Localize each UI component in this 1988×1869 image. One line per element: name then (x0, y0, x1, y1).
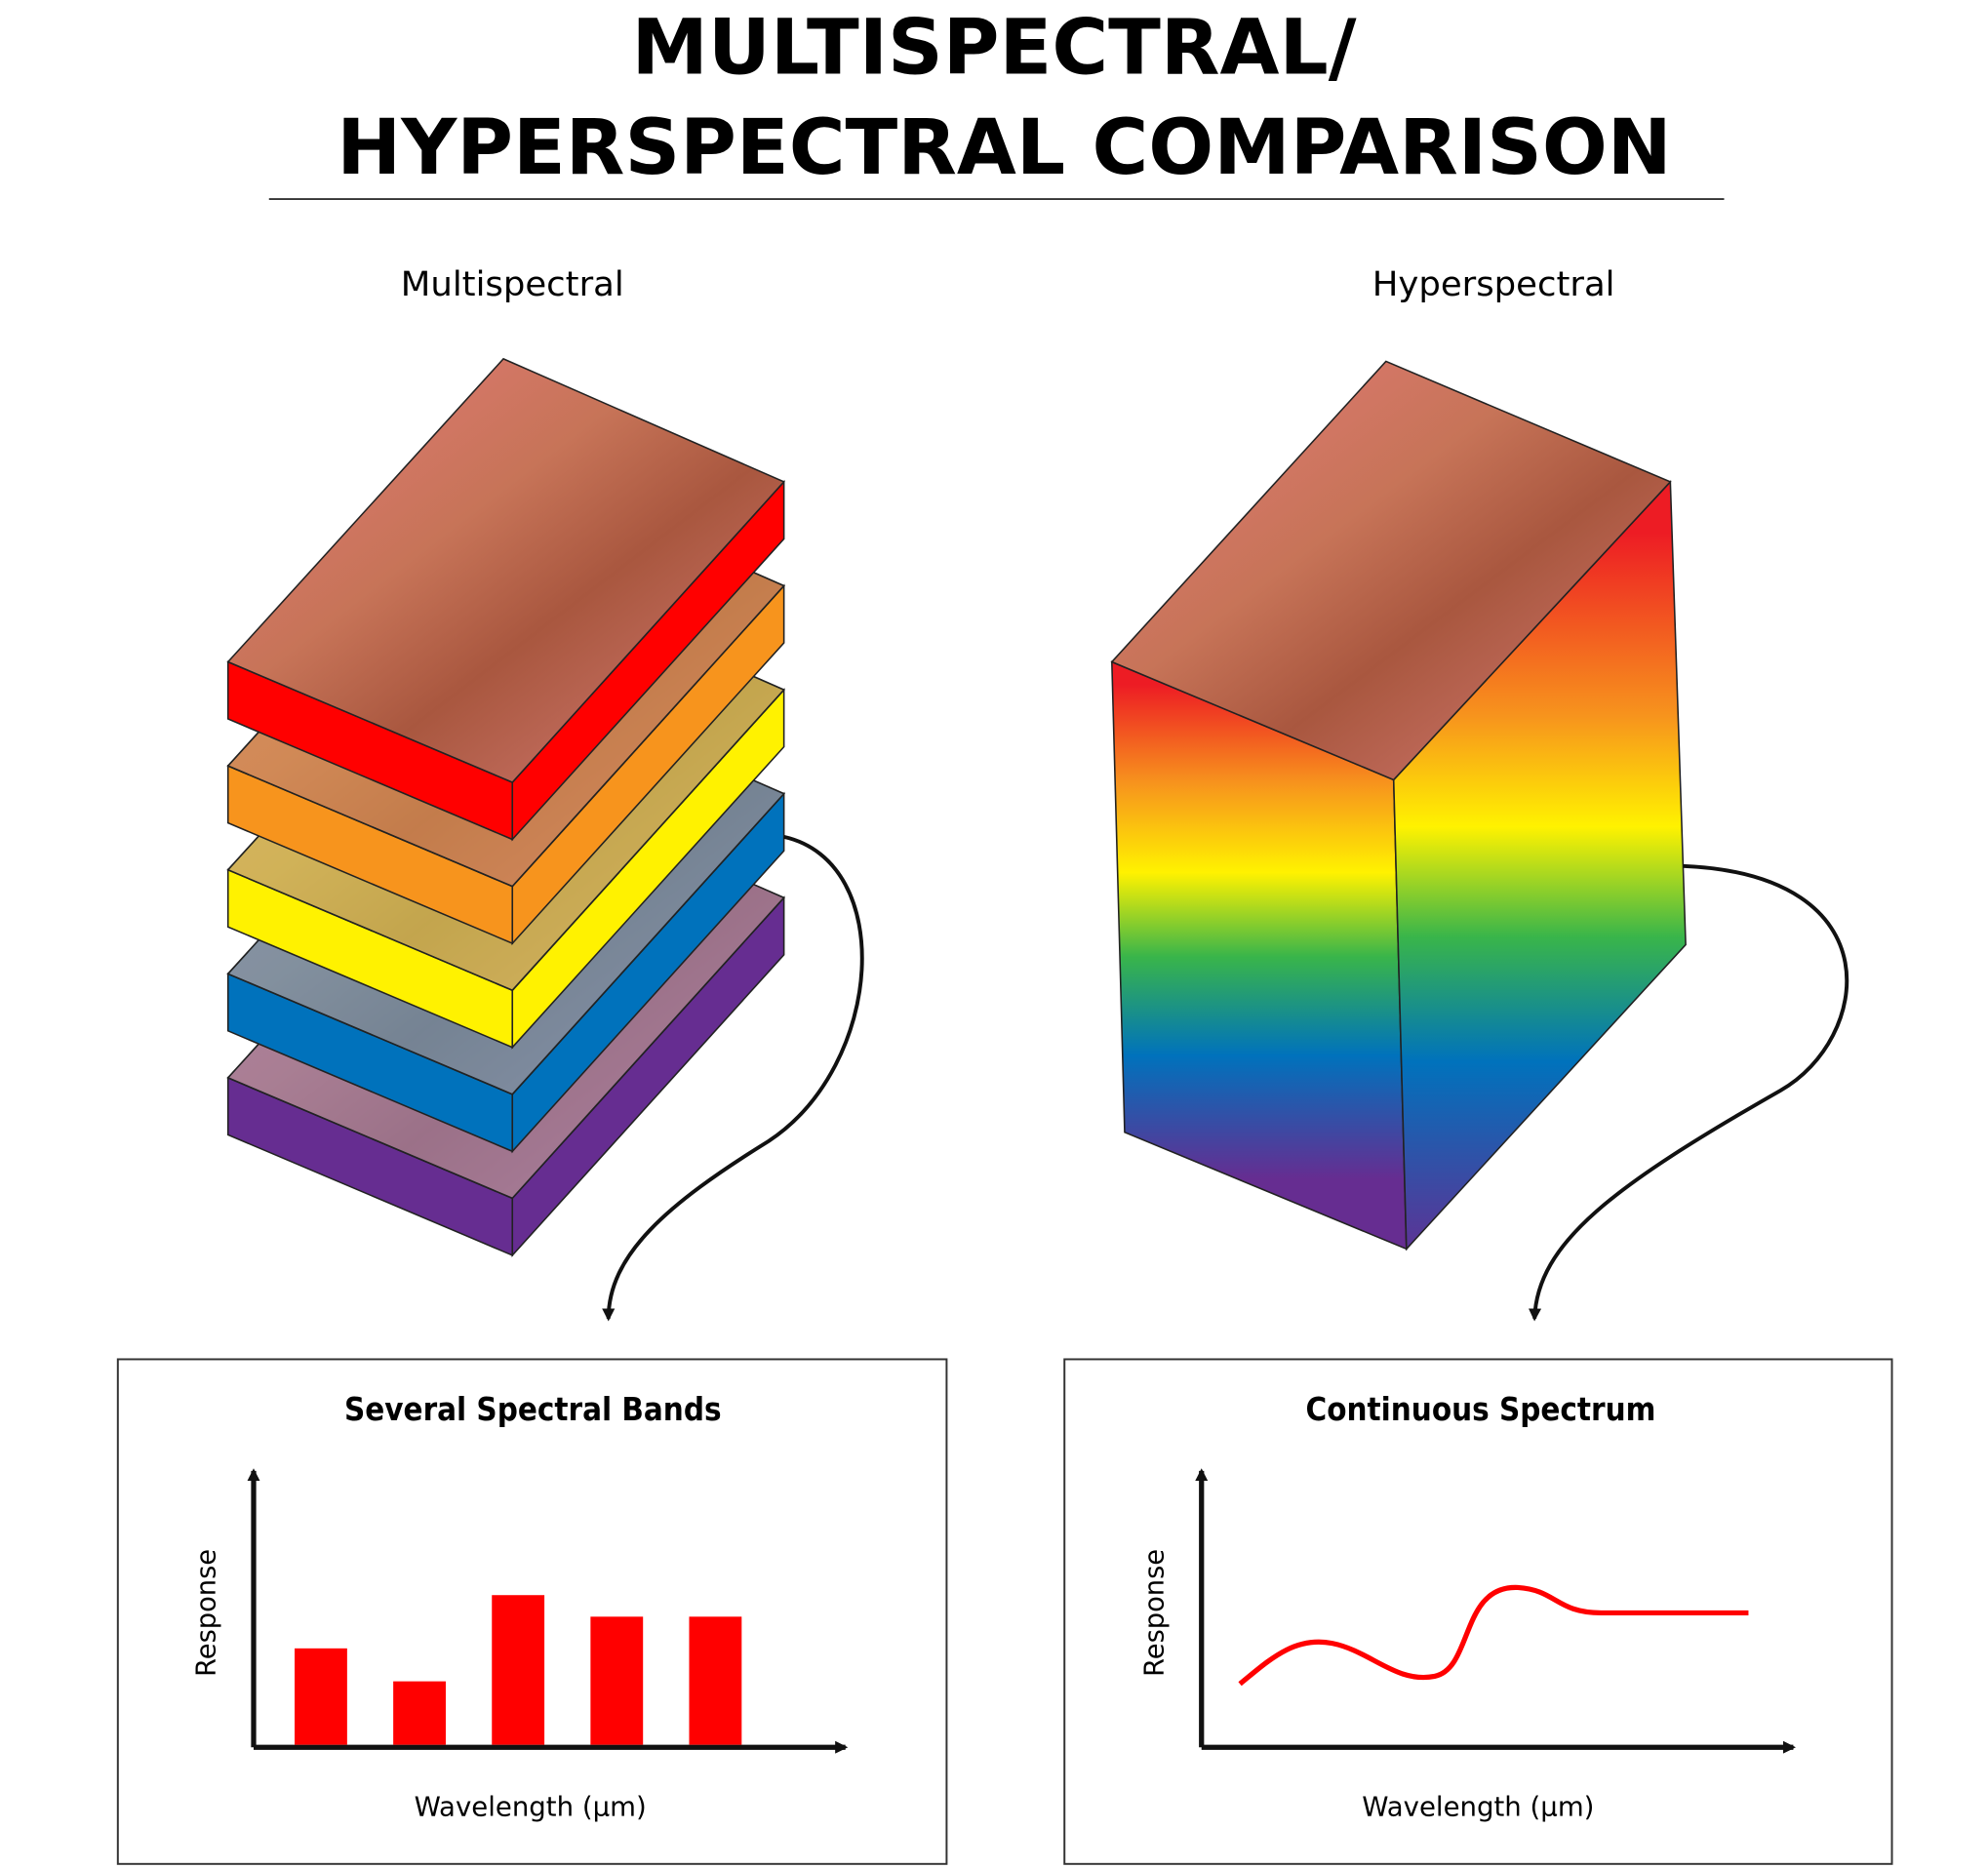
panel-title: Continuous Spectrum (1306, 1391, 1656, 1428)
panel: Continuous Spectrum Response Wavelength … (1063, 1358, 1893, 1865)
x-label: Wavelength (µm) (1362, 1793, 1594, 1823)
x-label: Wavelength (µm) (415, 1793, 647, 1823)
y-label: Response (1139, 1549, 1170, 1677)
arrow (602, 835, 864, 1322)
band-face (226, 357, 785, 783)
column-label: Multispectral (401, 264, 624, 304)
panel: Several Spectral Bands Response Waveleng… (116, 1358, 948, 1865)
y-label: Response (191, 1549, 221, 1677)
band-stack (226, 357, 785, 1257)
hyper-cube (1110, 360, 1687, 1252)
title-line: HYPERSPECTRAL COMPARISON (337, 103, 1671, 192)
arrow (1528, 863, 1849, 1322)
column-label: Hyperspectral (1372, 264, 1615, 304)
panel-title: Several Spectral Bands (344, 1391, 722, 1428)
title-line: MULTISPECTRAL/ (632, 4, 1357, 93)
